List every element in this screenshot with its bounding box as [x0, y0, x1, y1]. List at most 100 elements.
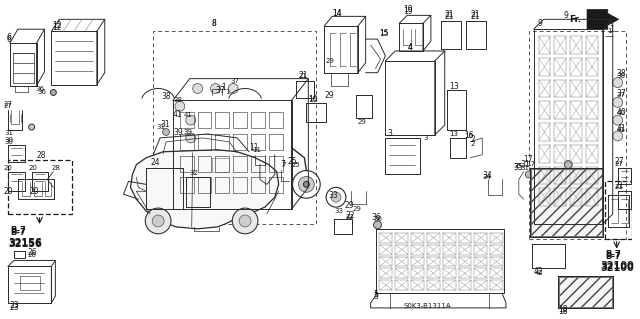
Text: B-7: B-7	[10, 226, 26, 235]
Text: 32156: 32156	[8, 239, 42, 249]
Bar	[559, 277, 612, 307]
Text: 26: 26	[28, 248, 37, 257]
Text: 23: 23	[10, 301, 19, 310]
Text: 13: 13	[450, 82, 460, 91]
Text: 4: 4	[407, 42, 412, 51]
Text: 6: 6	[7, 33, 12, 41]
Text: 20: 20	[4, 187, 13, 196]
Bar	[531, 168, 602, 236]
Text: 21: 21	[470, 12, 480, 21]
Text: 21: 21	[298, 73, 307, 79]
Text: 5: 5	[374, 290, 378, 299]
Text: 30: 30	[4, 137, 13, 143]
Text: 40: 40	[617, 108, 627, 117]
Bar	[529, 31, 625, 239]
Circle shape	[303, 182, 309, 187]
Text: 34: 34	[483, 171, 492, 180]
Text: 29: 29	[345, 201, 355, 210]
Text: 20: 20	[4, 165, 13, 171]
Text: 10: 10	[308, 96, 317, 102]
Text: 42: 42	[534, 267, 543, 276]
Text: 17: 17	[525, 161, 535, 167]
Text: 1: 1	[225, 89, 230, 95]
Text: 4: 4	[407, 42, 412, 51]
Text: 32156: 32156	[8, 238, 42, 248]
Text: 9: 9	[538, 19, 543, 28]
Text: 15: 15	[380, 29, 389, 38]
Circle shape	[331, 192, 341, 202]
Text: 15: 15	[380, 30, 388, 36]
Text: 28: 28	[36, 151, 46, 160]
Text: 38: 38	[617, 69, 627, 78]
Text: 39: 39	[173, 129, 182, 137]
Text: 36: 36	[372, 213, 381, 222]
Circle shape	[186, 133, 196, 143]
Circle shape	[51, 90, 56, 95]
Bar	[153, 31, 316, 224]
Text: 32: 32	[189, 169, 198, 175]
Circle shape	[175, 101, 185, 111]
Circle shape	[612, 97, 623, 107]
Text: 27: 27	[4, 101, 13, 107]
Text: 40: 40	[617, 110, 625, 116]
Text: 32100: 32100	[601, 261, 635, 271]
Text: 2: 2	[470, 141, 475, 147]
Text: 21: 21	[298, 71, 308, 80]
Text: 27: 27	[614, 157, 625, 166]
Text: 6: 6	[7, 34, 12, 44]
Text: 22: 22	[346, 214, 355, 220]
Circle shape	[29, 124, 35, 130]
Text: 16: 16	[465, 131, 474, 140]
Text: 36: 36	[36, 85, 45, 92]
Text: 24: 24	[150, 158, 160, 167]
Bar	[605, 182, 632, 239]
Text: 14: 14	[332, 9, 342, 18]
Text: 25: 25	[287, 157, 297, 166]
Text: 25: 25	[292, 162, 300, 167]
Text: 31: 31	[156, 124, 165, 130]
Polygon shape	[131, 150, 278, 229]
Text: 37: 37	[617, 89, 627, 98]
Text: 1: 1	[607, 28, 611, 34]
Text: 21: 21	[470, 10, 480, 19]
Text: 8: 8	[211, 19, 216, 28]
Text: 18: 18	[558, 305, 568, 315]
Text: B-7: B-7	[605, 252, 621, 261]
Text: B-7: B-7	[605, 250, 621, 259]
Text: 19: 19	[403, 5, 413, 14]
Text: 36: 36	[374, 216, 383, 222]
Text: 20: 20	[29, 165, 38, 171]
Text: 34: 34	[483, 174, 491, 181]
Circle shape	[211, 84, 220, 93]
Text: 26: 26	[28, 252, 36, 257]
Text: 3: 3	[423, 135, 428, 141]
Text: 13: 13	[450, 131, 459, 137]
Text: 7: 7	[281, 160, 285, 169]
Text: 31: 31	[521, 165, 530, 171]
Text: 32100: 32100	[601, 263, 635, 273]
Text: 5: 5	[374, 292, 378, 300]
Text: 36: 36	[38, 89, 47, 95]
Text: 37: 37	[617, 93, 626, 99]
Text: 38: 38	[161, 92, 171, 101]
Text: Fr.: Fr.	[569, 15, 581, 24]
Bar	[8, 160, 72, 214]
Text: 14: 14	[332, 9, 342, 18]
Text: 28: 28	[51, 165, 60, 171]
Text: 27: 27	[4, 103, 13, 109]
Text: 27: 27	[614, 161, 623, 167]
Text: 33: 33	[328, 191, 338, 200]
Text: 41: 41	[617, 127, 625, 133]
Circle shape	[186, 115, 196, 125]
Text: 10: 10	[308, 95, 318, 104]
Circle shape	[163, 129, 170, 136]
Text: 30: 30	[4, 139, 13, 145]
Text: 38: 38	[617, 73, 626, 79]
Polygon shape	[587, 10, 619, 29]
Text: 16: 16	[465, 133, 474, 139]
Text: 37: 37	[216, 86, 225, 95]
Text: 7: 7	[282, 162, 286, 167]
Text: 41: 41	[173, 110, 182, 119]
Text: 9: 9	[563, 11, 568, 20]
Circle shape	[612, 115, 623, 125]
